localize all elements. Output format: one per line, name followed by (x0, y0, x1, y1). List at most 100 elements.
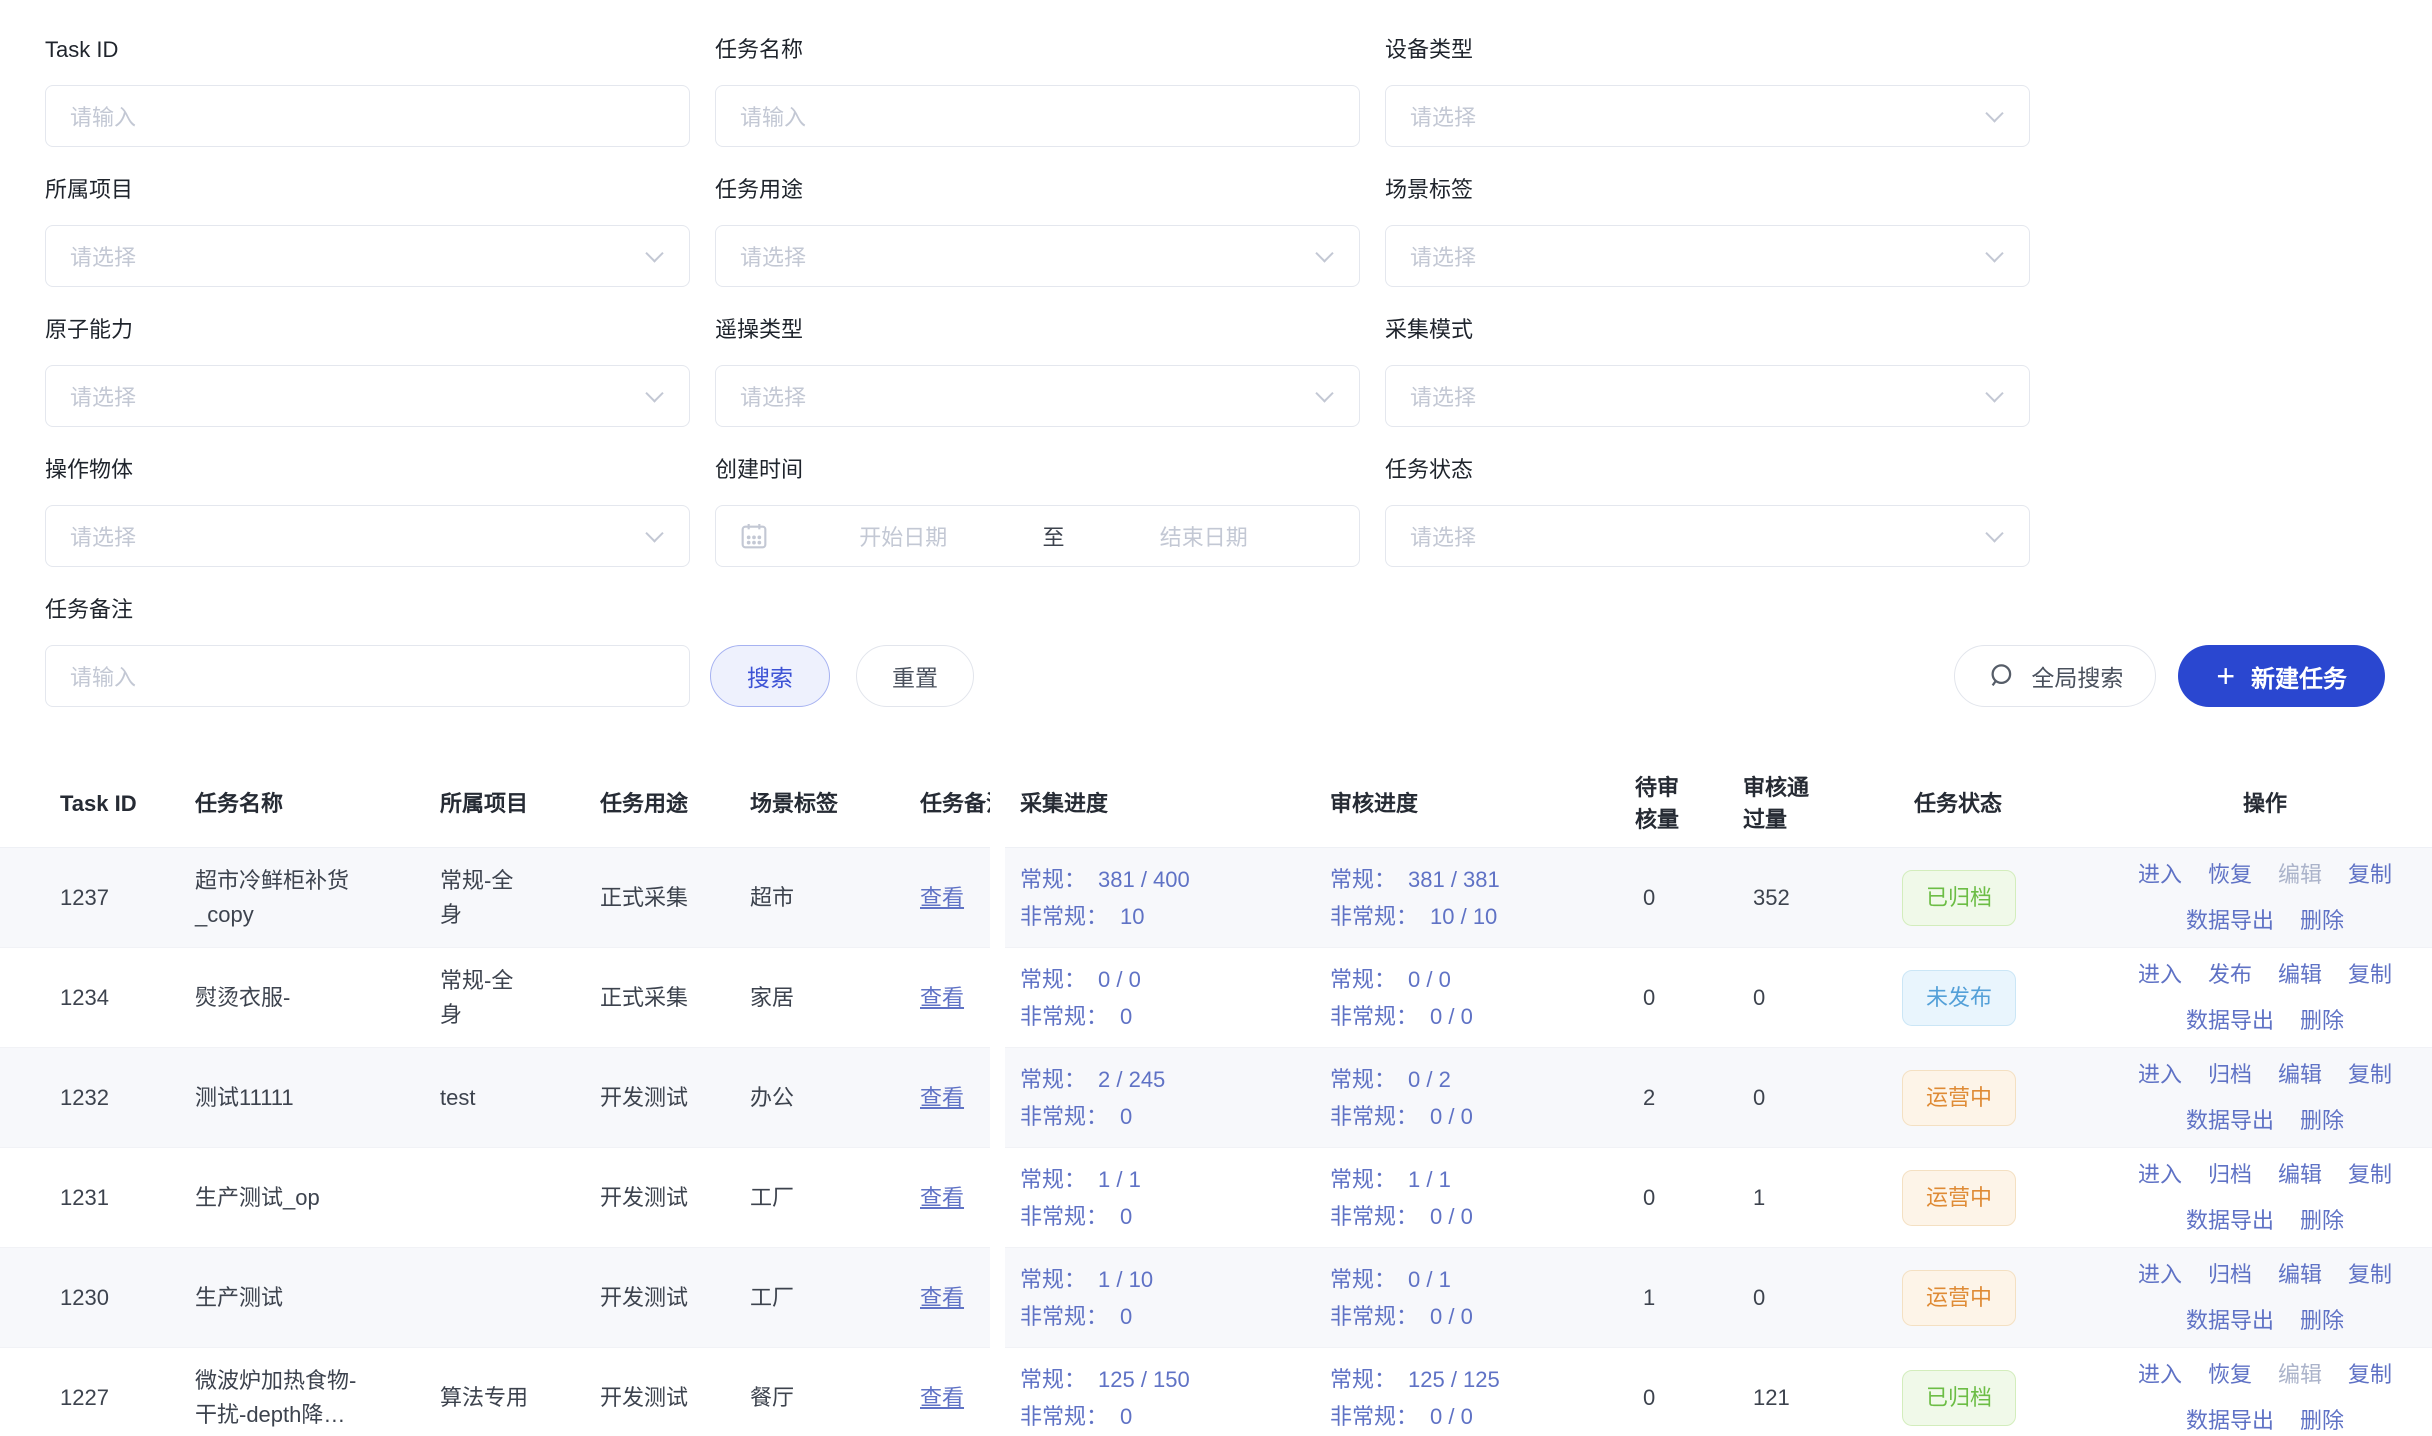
start-date-input[interactable]: 开始日期 (859, 525, 948, 550)
filter-field-device-type: 设备类型 请选择 (1385, 35, 2030, 147)
action-restore[interactable]: 恢复 (2207, 1361, 2252, 1387)
action-edit[interactable]: 编辑 (2278, 1361, 2323, 1387)
task-purpose-select[interactable]: 请选择 (715, 225, 1360, 287)
collect-progress-cell: 常规： 381 / 400 非常规： 10 (1020, 848, 1320, 947)
status-cell: 已归档 (1902, 848, 2052, 947)
action-enter[interactable]: 进入 (2137, 1061, 2182, 1087)
action-copy[interactable]: 复制 (2348, 861, 2393, 887)
chevron-down-icon (645, 244, 664, 263)
collect-mode-select[interactable]: 请选择 (1385, 365, 2030, 427)
action-copy[interactable]: 复制 (2348, 961, 2393, 987)
chevron-down-icon (1315, 384, 1334, 403)
action-export[interactable]: 数据导出 (2185, 1307, 2274, 1333)
header-purpose: 任务用途 (600, 790, 689, 816)
task-name-input[interactable]: 请输入 (715, 85, 1360, 147)
task-id-cell: 1227 (60, 1384, 109, 1410)
action-copy[interactable]: 复制 (2348, 1261, 2393, 1287)
view-remark-link[interactable]: 查看 (920, 1084, 965, 1110)
action-export[interactable]: 数据导出 (2185, 1007, 2274, 1033)
pending-count-cell: 0 (1643, 1384, 1656, 1410)
search-button[interactable]: 搜索 (710, 645, 830, 707)
status-cell: 运营中 (1902, 1048, 2052, 1147)
action-edit[interactable]: 编辑 (2278, 1261, 2323, 1287)
view-remark-link[interactable]: 查看 (920, 1184, 965, 1210)
action-copy[interactable]: 复制 (2348, 1361, 2393, 1387)
reset-button[interactable]: 重置 (856, 645, 974, 707)
filter-label: 设备类型 (1385, 37, 1474, 62)
action-delete[interactable]: 删除 (2300, 1407, 2345, 1433)
action-export[interactable]: 数据导出 (2185, 907, 2274, 933)
action-delete[interactable]: 删除 (2300, 1107, 2345, 1133)
approved-count-cell: 0 (1753, 1084, 1766, 1110)
action-enter[interactable]: 进入 (2137, 961, 2182, 987)
action-edit[interactable]: 编辑 (2278, 961, 2323, 987)
action-delete[interactable]: 删除 (2300, 1007, 2345, 1033)
action-edit[interactable]: 编辑 (2278, 861, 2323, 887)
collect-progress-cell: 常规： 2 / 245 非常规： 0 (1020, 1048, 1320, 1147)
action-archive[interactable]: 归档 (2207, 1261, 2252, 1287)
action-archive[interactable]: 归档 (2207, 1061, 2252, 1087)
view-remark-link[interactable]: 查看 (920, 984, 965, 1010)
action-archive[interactable]: 归档 (2207, 1161, 2252, 1187)
action-export[interactable]: 数据导出 (2185, 1107, 2274, 1133)
row-actions: 进入 归档 编辑 复制 数据导出 删除 (2100, 1048, 2430, 1147)
teleop-type-select[interactable]: 请选择 (715, 365, 1360, 427)
create-task-button[interactable]: + 新建任务 (2178, 645, 2385, 707)
filter-label: 任务备注 (45, 597, 134, 622)
action-publish[interactable]: 发布 (2207, 961, 2252, 987)
task-id-input[interactable]: 请输入 (45, 85, 690, 147)
action-enter[interactable]: 进入 (2137, 1361, 2182, 1387)
device-type-select[interactable]: 请选择 (1385, 85, 2030, 147)
action-export[interactable]: 数据导出 (2185, 1207, 2274, 1233)
global-search-button[interactable]: 全局搜索 (1954, 645, 2157, 707)
row-actions: 进入 恢复 编辑 复制 数据导出 删除 (2100, 848, 2430, 947)
filter-field-task-purpose: 任务用途 请选择 (715, 175, 1360, 287)
filter-label: 采集模式 (1385, 317, 1474, 342)
task-remark-input[interactable]: 请输入 (45, 645, 690, 707)
table-row-right: 常规： 1 / 10 非常规： 0 常规： 0 / 1 非常规： 0 / 0 1 0 运… (1005, 1248, 2432, 1348)
irregular-value: 0 / 0 (1430, 1103, 1473, 1129)
scene-tag-select[interactable]: 请选择 (1385, 225, 2030, 287)
action-delete[interactable]: 删除 (2300, 1307, 2345, 1333)
action-export[interactable]: 数据导出 (2185, 1407, 2274, 1433)
action-restore[interactable]: 恢复 (2207, 861, 2252, 887)
collect-progress-cell: 常规： 125 / 150 非常规： 0 (1020, 1348, 1320, 1436)
scene-cell: 餐厅 (750, 1384, 795, 1410)
action-edit[interactable]: 编辑 (2278, 1061, 2323, 1087)
atomic-ability-select[interactable]: 请选择 (45, 365, 690, 427)
action-enter[interactable]: 进入 (2137, 1261, 2182, 1287)
irregular-value: 0 (1120, 1203, 1133, 1229)
filter-field-teleop-type: 遥操类型 请选择 (715, 315, 1360, 427)
filter-field-project: 所属项目 请选择 (45, 175, 690, 287)
regular-value: 125 / 150 (1098, 1366, 1190, 1392)
regular-label: 常规： (1330, 966, 1397, 992)
regular-value: 381 / 400 (1098, 866, 1190, 892)
action-enter[interactable]: 进入 (2137, 861, 2182, 887)
view-remark-link[interactable]: 查看 (920, 1284, 965, 1310)
regular-label: 常规： (1020, 1266, 1087, 1292)
view-remark-link[interactable]: 查看 (920, 1384, 965, 1410)
action-enter[interactable]: 进入 (2137, 1161, 2182, 1187)
regular-label: 常规： (1330, 1066, 1397, 1092)
date-range-picker[interactable]: 开始日期 至 结束日期 (715, 505, 1360, 567)
purpose-cell: 开发测试 (600, 1284, 689, 1310)
project-cell: 算法专用 (440, 1384, 529, 1410)
action-copy[interactable]: 复制 (2348, 1161, 2393, 1187)
remark-cell: 查看 (920, 1248, 1020, 1347)
end-date-input[interactable]: 结束日期 (1159, 525, 1248, 550)
calendar-icon (738, 520, 770, 552)
irregular-value: 10 (1120, 903, 1145, 929)
task-name-cell: 生产测试 (195, 1284, 284, 1310)
chevron-down-icon (1985, 104, 2004, 123)
operate-object-select[interactable]: 请选择 (45, 505, 690, 567)
placeholder-text: 请选择 (70, 525, 137, 550)
action-delete[interactable]: 删除 (2300, 1207, 2345, 1233)
plus-icon: + (2216, 658, 2235, 694)
task-status-select[interactable]: 请选择 (1385, 505, 2030, 567)
action-copy[interactable]: 复制 (2348, 1061, 2393, 1087)
action-delete[interactable]: 删除 (2300, 907, 2345, 933)
view-remark-link[interactable]: 查看 (920, 884, 965, 910)
action-edit[interactable]: 编辑 (2278, 1161, 2323, 1187)
approved-count-cell: 0 (1753, 984, 1766, 1010)
project-select[interactable]: 请选择 (45, 225, 690, 287)
